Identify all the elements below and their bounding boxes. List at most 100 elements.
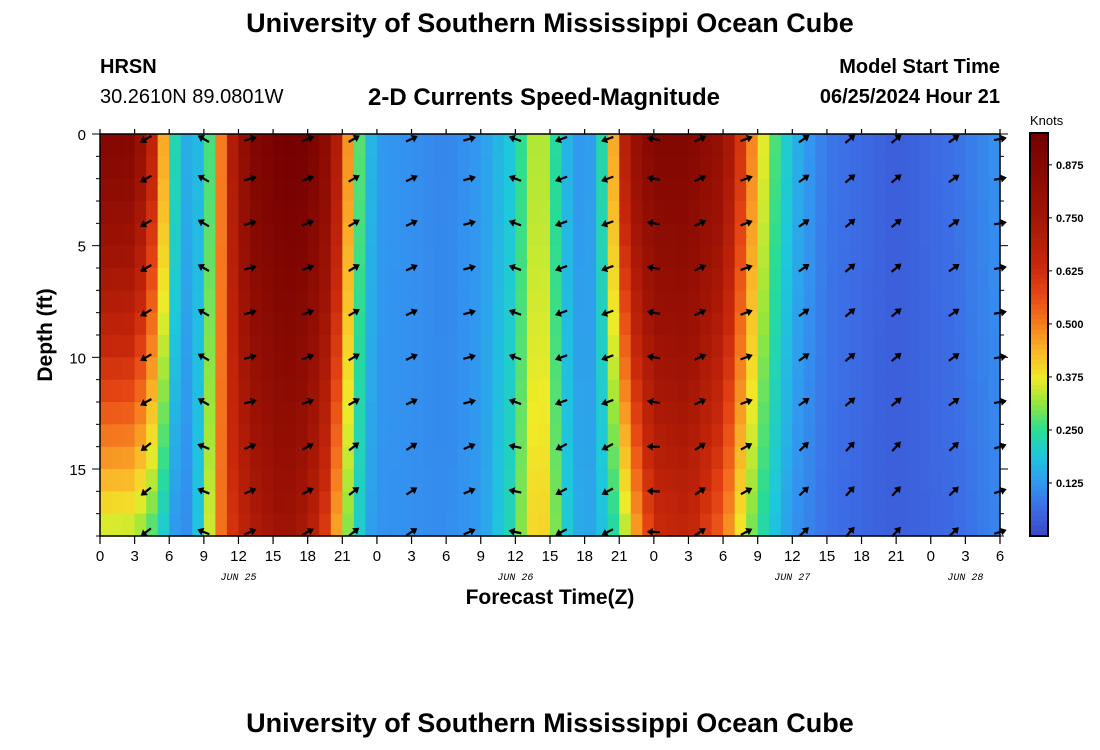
current-arrow: [554, 309, 568, 317]
current-arrow: [243, 219, 257, 227]
heatmap-cell: [850, 335, 863, 358]
heatmap-cell: [642, 469, 655, 492]
heatmap-cell: [469, 335, 482, 358]
heatmap-cell: [515, 379, 528, 403]
colorbar-swatch: [1030, 510, 1048, 517]
colorbar-swatch: [1030, 223, 1048, 230]
heatmap-cell: [457, 469, 470, 492]
heatmap-cell: [446, 424, 459, 448]
heatmap-cell: [111, 245, 124, 269]
heatmap-cell: [469, 156, 482, 180]
heatmap-cell: [792, 245, 805, 269]
heatmap-cell: [261, 379, 274, 403]
heatmap-cell: [146, 245, 159, 269]
heatmap-cell: [630, 178, 643, 202]
heatmap-cell: [561, 402, 574, 425]
current-arrow: [243, 353, 257, 361]
heatmap-cell: [573, 134, 586, 157]
heatmap-cell: [515, 513, 528, 537]
colorbar-swatch: [1030, 158, 1048, 164]
heatmap-cell: [653, 335, 666, 358]
heatmap-cell: [769, 290, 782, 314]
heatmap-cell: [192, 491, 205, 515]
heatmap-cell: [953, 469, 966, 492]
heatmap-cell: [134, 335, 147, 358]
heatmap-cell: [296, 268, 309, 291]
current-arrow: [844, 308, 856, 318]
heatmap-cell: [723, 201, 736, 224]
heatmap-cell: [446, 223, 459, 247]
heatmap-cell: [100, 491, 113, 515]
heatmap-cell: [365, 469, 378, 492]
heatmap-cell: [157, 268, 170, 291]
current-arrow: [508, 308, 522, 317]
x-tick-label: 0: [927, 548, 935, 565]
heatmap-cell: [573, 156, 586, 180]
heatmap-cell: [203, 491, 216, 515]
heatmap-cell: [780, 491, 793, 515]
heatmap-cell: [965, 491, 978, 515]
current-arrow: [140, 174, 152, 183]
heatmap-cell: [757, 156, 770, 180]
heatmap-cell: [353, 469, 366, 492]
heatmap-cell: [907, 268, 920, 291]
heatmap-cell: [215, 201, 228, 224]
heatmap-cell: [757, 513, 770, 537]
heatmap-cell: [734, 335, 747, 358]
x-tick-label: 12: [230, 548, 247, 565]
heatmap-cell: [607, 290, 620, 314]
heatmap-cell: [884, 379, 897, 403]
colorbar-swatch: [1030, 480, 1048, 487]
heatmap-cell: [446, 446, 459, 470]
heatmap-cell: [780, 245, 793, 269]
heatmap-cell: [630, 268, 643, 291]
heatmap-cell: [330, 223, 343, 247]
heatmap-cell: [953, 178, 966, 202]
heatmap-cell: [746, 379, 759, 403]
heatmap-cell: [423, 446, 436, 470]
heatmap-cell: [146, 469, 159, 492]
colorbar-swatch: [1030, 183, 1048, 189]
colorbar-swatch: [1030, 485, 1048, 492]
heatmap-cell: [434, 134, 447, 157]
heatmap-cell: [780, 134, 793, 157]
heatmap-cell: [769, 424, 782, 448]
heatmap-cell: [284, 268, 297, 291]
heatmap-cell: [434, 357, 447, 381]
heatmap-cell: [780, 357, 793, 381]
heatmap-cell: [838, 178, 851, 202]
heatmap-cell: [515, 268, 528, 291]
heatmap-cell: [953, 446, 966, 470]
heatmap-cell: [423, 290, 436, 314]
current-arrow: [798, 263, 810, 273]
heatmap-cell: [169, 245, 182, 269]
heatmap-cell: [296, 201, 309, 224]
heatmap-cell: [307, 201, 320, 224]
heatmap-cell: [296, 446, 309, 470]
heatmap-cell: [446, 335, 459, 358]
current-arrow: [348, 486, 360, 496]
heatmap-cell: [342, 245, 355, 269]
heatmap-cell: [803, 223, 816, 247]
heatmap-cell: [284, 178, 297, 202]
heatmap-cell: [607, 178, 620, 202]
heatmap-cell: [157, 290, 170, 314]
heatmap-cell: [919, 156, 932, 180]
heatmap-cell: [180, 513, 193, 537]
heatmap-cell: [919, 469, 932, 492]
heatmap-cell: [769, 134, 782, 157]
colorbar-swatch: [1030, 324, 1048, 330]
heatmap-cell: [261, 402, 274, 425]
heatmap-cell: [503, 245, 516, 269]
heatmap-cell: [884, 156, 897, 180]
heatmap-cell: [400, 335, 413, 358]
heatmap-cell: [157, 469, 170, 492]
current-arrow: [301, 397, 315, 406]
heatmap-cell: [146, 357, 159, 381]
heatmap-cell: [919, 491, 932, 515]
heatmap-cell: [157, 223, 170, 247]
heatmap-cell: [630, 424, 643, 448]
heatmap-cell: [884, 335, 897, 358]
heatmap-cell: [896, 268, 909, 291]
